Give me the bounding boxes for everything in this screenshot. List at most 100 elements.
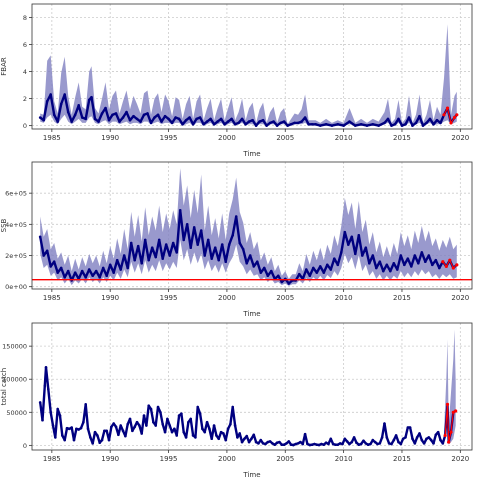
recent-point — [447, 440, 451, 444]
median-point — [220, 243, 224, 246]
median-point — [262, 266, 266, 270]
median-point — [65, 426, 69, 430]
median-point — [304, 268, 308, 271]
median-point — [287, 282, 291, 285]
median-point — [52, 260, 56, 264]
median-point — [268, 121, 272, 125]
median-point — [112, 422, 115, 425]
median-point — [245, 261, 249, 265]
median-point — [289, 122, 293, 126]
x-tick-label: 2010 — [335, 294, 353, 302]
median-point — [439, 438, 442, 442]
median-point — [38, 401, 42, 404]
y-tick-label: 2e+05 — [5, 252, 27, 260]
median-point — [198, 116, 202, 119]
median-point — [199, 229, 203, 232]
median-point — [386, 117, 390, 121]
y-tick-label: 6e+05 — [5, 190, 27, 198]
median-point — [201, 427, 204, 431]
recent-point — [452, 115, 457, 120]
median-point — [425, 437, 428, 441]
median-point — [261, 118, 265, 122]
x-tick-label: 2010 — [335, 134, 353, 142]
median-point — [355, 441, 358, 445]
median-point — [371, 254, 375, 257]
median-point — [327, 442, 330, 446]
median-point — [261, 442, 265, 445]
median-point — [244, 122, 247, 126]
median-point — [276, 274, 280, 278]
median-point — [441, 442, 445, 445]
median-point — [175, 434, 179, 437]
median-point — [226, 427, 230, 431]
median-point — [275, 124, 279, 127]
median-point — [117, 433, 120, 437]
median-point — [100, 112, 104, 115]
median-point — [58, 414, 62, 417]
median-point — [47, 387, 50, 391]
median-point — [101, 266, 105, 270]
x-tick-label: 2020 — [451, 455, 469, 463]
median-point — [188, 116, 191, 119]
median-point — [250, 437, 253, 441]
median-point — [254, 124, 258, 127]
x-tick-label: 1985 — [43, 294, 61, 302]
y-axis-label: FBAR — [0, 57, 8, 76]
median-point — [196, 243, 200, 246]
y-tick-label: 50000 — [6, 409, 27, 417]
median-point — [411, 437, 414, 441]
median-point — [414, 121, 418, 125]
median-point — [59, 266, 63, 270]
median-point — [198, 412, 202, 415]
median-point — [63, 276, 66, 279]
median-point — [245, 434, 249, 438]
median-point — [371, 438, 375, 442]
median-point — [38, 116, 42, 119]
median-point — [177, 414, 181, 417]
median-point — [126, 266, 130, 270]
median-point — [177, 117, 181, 121]
median-point — [431, 263, 434, 267]
recent-point — [444, 264, 448, 269]
median-point — [43, 384, 47, 388]
median-point — [248, 254, 252, 257]
median-point — [105, 274, 108, 278]
median-point — [353, 124, 357, 127]
x-axis-label: Time — [242, 471, 260, 479]
median-point — [212, 122, 216, 126]
median-point — [217, 258, 221, 262]
median-point — [104, 106, 107, 110]
median-point — [138, 424, 141, 427]
median-point — [119, 268, 123, 271]
x-tick-label: 1990 — [101, 134, 119, 142]
median-point — [219, 117, 223, 121]
median-point — [359, 122, 363, 126]
median-point — [222, 432, 225, 435]
median-point — [336, 122, 340, 126]
median-point — [279, 121, 282, 125]
median-point — [196, 405, 200, 409]
x-tick-label: 1990 — [101, 294, 119, 302]
median-point — [427, 254, 431, 257]
median-point — [234, 215, 238, 218]
median-point — [63, 93, 66, 96]
median-point — [280, 280, 284, 284]
median-point — [203, 430, 207, 434]
median-point — [389, 269, 392, 273]
median-point — [91, 274, 94, 278]
median-point — [124, 434, 127, 438]
median-point — [413, 442, 417, 445]
median-point — [45, 249, 49, 253]
median-point — [125, 110, 128, 114]
recent-point — [449, 121, 453, 125]
median-point — [434, 433, 438, 437]
median-point — [285, 442, 288, 445]
median-point — [357, 233, 361, 237]
median-point — [413, 254, 417, 257]
median-point — [132, 114, 135, 118]
median-point — [139, 120, 142, 123]
median-point — [432, 122, 435, 126]
median-point — [438, 266, 441, 270]
median-point — [105, 429, 108, 433]
median-point — [140, 261, 144, 265]
